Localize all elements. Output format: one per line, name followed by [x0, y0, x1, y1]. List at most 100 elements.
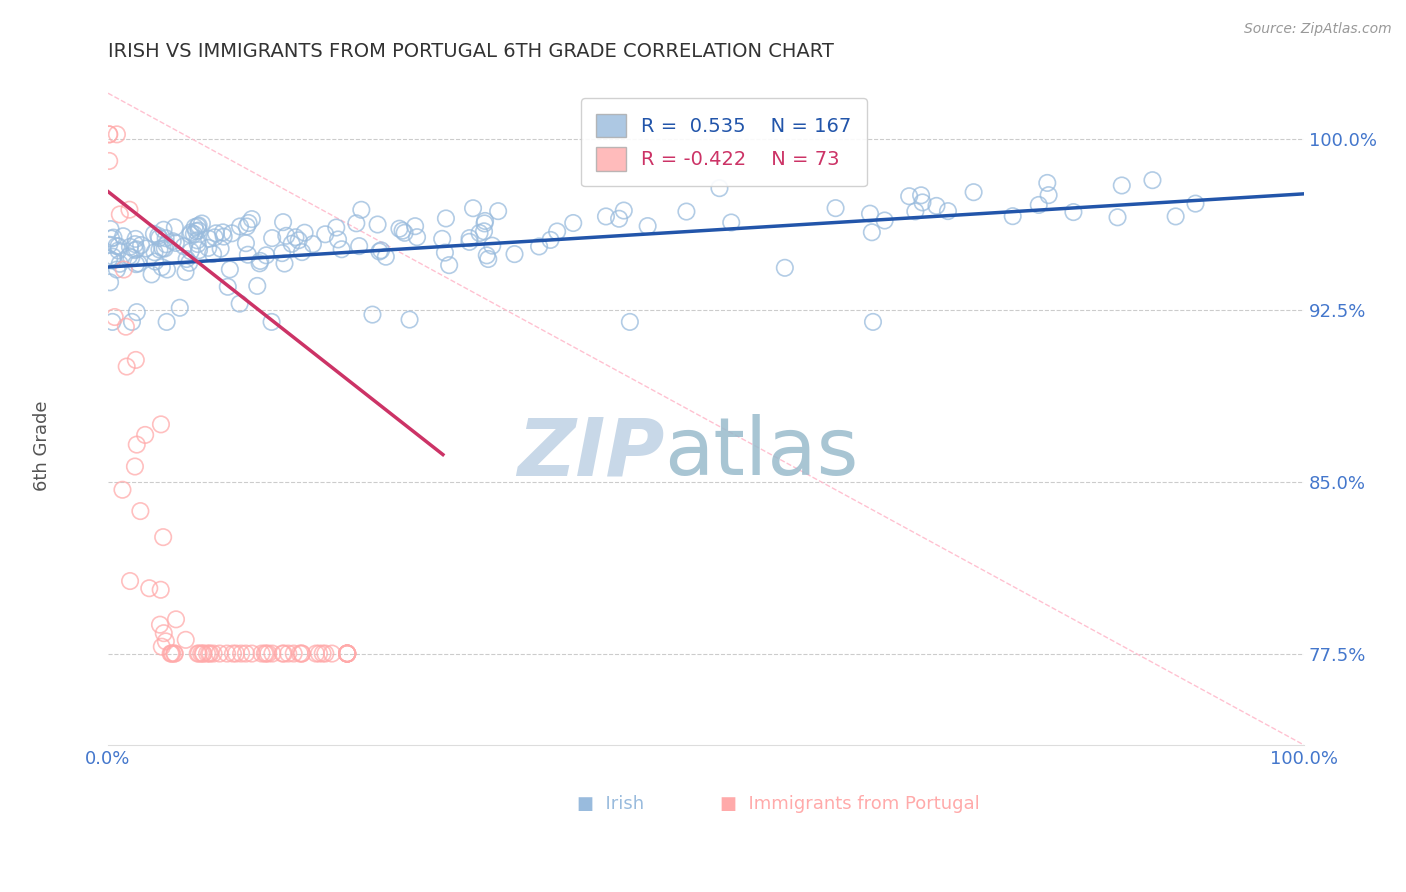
- Point: [163, 220, 186, 235]
- Point: [562, 216, 585, 230]
- Point: [388, 221, 411, 235]
- Point: [100, 231, 122, 245]
- Point: [112, 262, 135, 277]
- Point: [165, 235, 187, 250]
- Point: [253, 647, 276, 661]
- Point: [287, 233, 309, 247]
- Point: [271, 246, 294, 260]
- Point: [910, 188, 932, 202]
- Point: [249, 254, 271, 268]
- Point: [336, 647, 359, 661]
- Point: [246, 279, 269, 293]
- Point: [229, 647, 252, 661]
- Point: [98, 128, 121, 142]
- Point: [1142, 173, 1164, 187]
- Point: [503, 247, 526, 261]
- Point: [344, 216, 367, 230]
- Point: [308, 647, 330, 661]
- Point: [183, 220, 205, 235]
- Point: [250, 647, 273, 661]
- Point: [336, 647, 359, 661]
- Point: [152, 530, 174, 544]
- Point: [276, 228, 298, 243]
- Point: [124, 237, 146, 252]
- Point: [162, 647, 184, 661]
- Point: [260, 315, 283, 329]
- Point: [184, 224, 207, 238]
- Point: [607, 211, 630, 226]
- Point: [477, 252, 499, 266]
- Point: [124, 459, 146, 474]
- Point: [904, 204, 927, 219]
- Point: [163, 647, 186, 661]
- Point: [277, 647, 299, 661]
- Point: [105, 262, 128, 277]
- Point: [202, 247, 225, 261]
- Point: [254, 248, 277, 262]
- Point: [197, 241, 219, 255]
- Point: [118, 240, 141, 254]
- Point: [156, 315, 179, 329]
- Point: [527, 239, 550, 253]
- Point: [720, 215, 742, 229]
- Point: [108, 207, 131, 221]
- Point: [481, 238, 503, 252]
- Point: [249, 256, 271, 270]
- Point: [709, 181, 731, 195]
- Point: [311, 647, 333, 661]
- Point: [368, 244, 391, 259]
- Point: [162, 234, 184, 248]
- Point: [165, 612, 187, 626]
- Point: [1107, 211, 1129, 225]
- Point: [314, 227, 336, 242]
- Point: [107, 239, 129, 253]
- Point: [193, 647, 215, 661]
- Point: [437, 258, 460, 272]
- Point: [291, 245, 314, 260]
- Point: [406, 230, 429, 244]
- Point: [925, 199, 948, 213]
- Point: [236, 219, 259, 234]
- Point: [128, 256, 150, 270]
- Point: [336, 647, 359, 661]
- Point: [458, 235, 481, 249]
- Point: [236, 248, 259, 262]
- Point: [1062, 205, 1084, 219]
- Point: [174, 632, 197, 647]
- Point: [240, 212, 263, 227]
- Point: [121, 315, 143, 329]
- Point: [108, 257, 131, 271]
- Point: [112, 229, 135, 244]
- Point: [314, 647, 336, 661]
- Point: [391, 224, 413, 238]
- Point: [118, 202, 141, 217]
- Point: [190, 647, 212, 661]
- Point: [180, 226, 202, 240]
- Point: [105, 239, 128, 253]
- Point: [472, 224, 495, 238]
- Point: [173, 239, 195, 253]
- Point: [238, 216, 260, 230]
- Point: [824, 201, 846, 215]
- Point: [98, 252, 121, 266]
- Point: [149, 582, 172, 597]
- Legend: R =  0.535    N = 167, R = -0.422    N = 73: R = 0.535 N = 167, R = -0.422 N = 73: [581, 98, 868, 186]
- Point: [284, 230, 307, 244]
- Point: [156, 262, 179, 277]
- Point: [773, 260, 796, 275]
- Point: [103, 230, 125, 244]
- Point: [1036, 176, 1059, 190]
- Point: [898, 189, 921, 203]
- Point: [129, 238, 152, 252]
- Point: [101, 253, 124, 268]
- Point: [325, 220, 347, 235]
- Point: [125, 305, 148, 319]
- Point: [149, 417, 172, 432]
- Point: [229, 219, 252, 234]
- Point: [143, 245, 166, 260]
- Point: [962, 185, 984, 199]
- Point: [202, 647, 225, 661]
- Point: [637, 219, 659, 233]
- Point: [135, 242, 157, 256]
- Point: [860, 225, 883, 239]
